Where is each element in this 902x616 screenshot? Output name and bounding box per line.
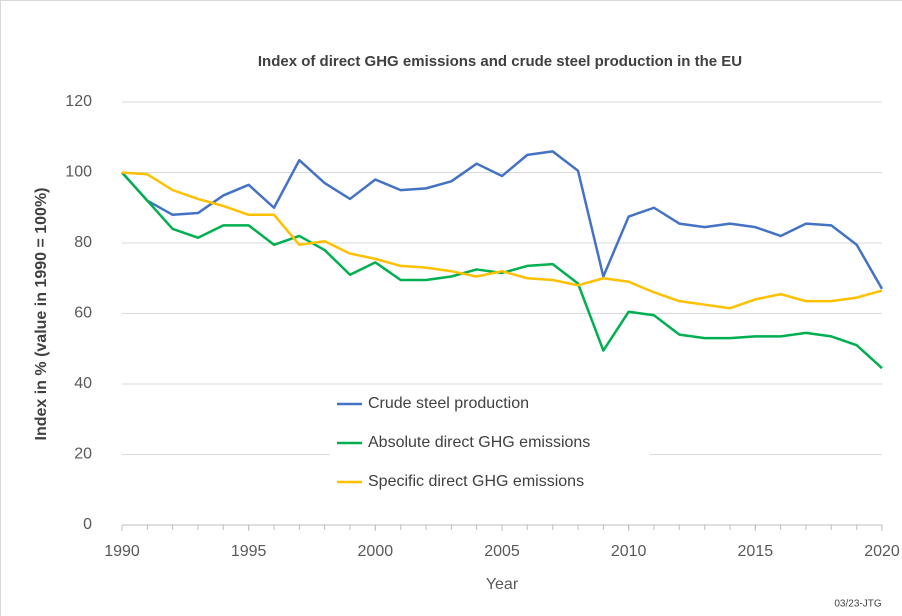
- data-line: [121, 171, 883, 370]
- y-tick-label: 60: [74, 305, 92, 322]
- legend-box: [330, 385, 650, 503]
- x-tick-label: 1995: [231, 543, 267, 560]
- x-tick-label: 2000: [358, 543, 394, 560]
- x-axis-label: Year: [486, 576, 519, 593]
- x-tick-label: 2015: [738, 543, 774, 560]
- y-tick-label: 120: [65, 93, 92, 110]
- x-tick-label: 1990: [104, 543, 140, 560]
- x-tick-label: 2020: [864, 543, 900, 560]
- y-tick-label: 80: [74, 234, 92, 251]
- annotation: 03/23-JTG: [834, 599, 881, 610]
- legend-label: Crude steel production: [368, 395, 529, 412]
- y-tick-label: 40: [74, 375, 92, 392]
- data-line: [121, 171, 883, 310]
- x-tick-label: 2005: [484, 543, 520, 560]
- y-axis-label: Index in % (value in 1990 = 100%): [33, 188, 50, 441]
- chart-title: Index of direct GHG emissions and crude …: [258, 53, 742, 70]
- y-tick-label: 0: [83, 516, 92, 533]
- x-tick-label: 2010: [611, 543, 647, 560]
- y-tick-label: 100: [65, 164, 92, 181]
- data-line: [121, 150, 884, 290]
- legend-label: Specific direct GHG emissions: [368, 473, 584, 490]
- y-tick-label: 20: [74, 446, 92, 463]
- legend-label: Absolute direct GHG emissions: [368, 434, 590, 451]
